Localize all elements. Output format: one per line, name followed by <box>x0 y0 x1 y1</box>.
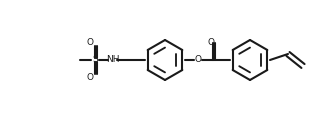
Text: NH: NH <box>106 56 120 64</box>
Text: S: S <box>92 56 98 64</box>
Text: O: O <box>87 38 94 46</box>
Text: O: O <box>194 56 202 64</box>
Text: O: O <box>87 74 94 82</box>
Text: O: O <box>207 38 214 46</box>
